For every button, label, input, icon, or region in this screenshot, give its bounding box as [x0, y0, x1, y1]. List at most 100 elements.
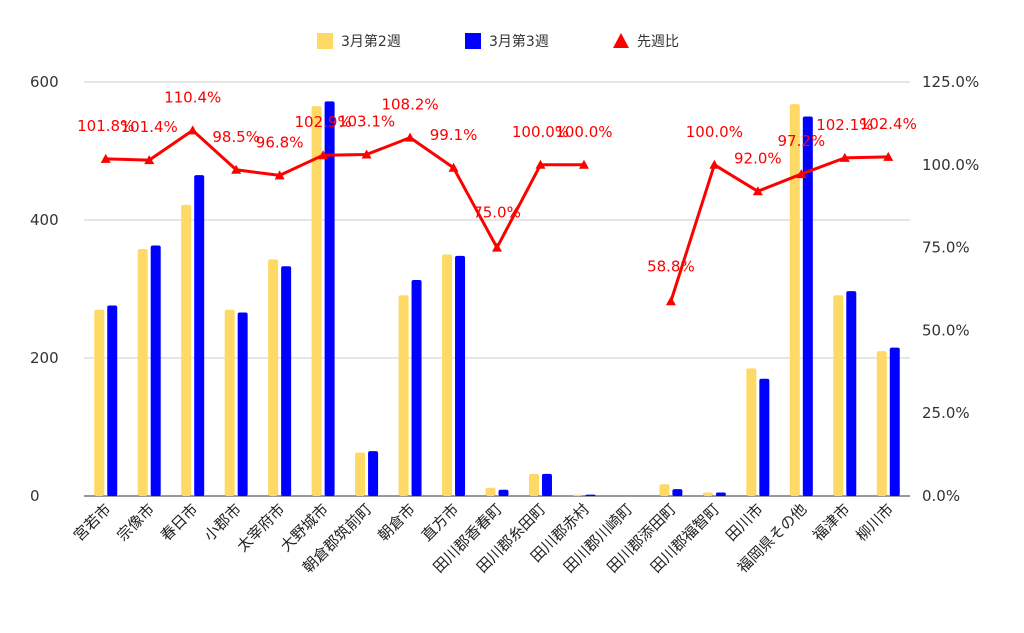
data-label: 58.8% [647, 257, 695, 275]
data-label: 96.8% [256, 133, 304, 151]
line-marker [578, 159, 589, 169]
bar [107, 305, 118, 496]
data-label: 98.5% [212, 128, 260, 146]
data-label: 103.1% [338, 113, 395, 131]
chart-legend: 3月第2週 3月第3週 先週比 [317, 33, 679, 50]
y-tick-label: 400 [30, 211, 59, 229]
bar [541, 473, 552, 496]
line-marker [752, 186, 763, 196]
line-path [669, 155, 889, 302]
data-label: 108.2% [381, 96, 438, 114]
bar [411, 280, 422, 496]
bar [181, 204, 192, 496]
y2-tick-label: 50.0% [922, 321, 970, 339]
bar [846, 291, 857, 496]
bar [889, 347, 900, 496]
bar [572, 494, 583, 496]
bar [224, 309, 235, 496]
line-marker [883, 151, 894, 161]
y-tick-label: 200 [30, 349, 59, 367]
line-marker [535, 159, 546, 169]
y2-tick-label: 75.0% [922, 239, 970, 257]
bar [715, 492, 726, 496]
line-marker [144, 155, 155, 165]
y2-tick-label: 100.0% [922, 156, 979, 174]
category-label: 朝倉市 [374, 500, 419, 545]
category-label: 柳川市 [853, 500, 898, 545]
data-label: 102.9% [295, 113, 352, 131]
line-marker [318, 150, 329, 160]
line-marker [448, 162, 459, 172]
line-marker [665, 296, 676, 306]
data-label: 75.0% [473, 204, 521, 222]
bar [485, 487, 496, 496]
data-label: 102.4% [860, 115, 917, 133]
bar [442, 254, 453, 496]
bar [194, 175, 205, 496]
axis-ticks: 0 200 400 600 0.0% 25.0% 50.0% 75.0% 100.0% 125.0… [30, 73, 979, 505]
bar [528, 473, 539, 496]
data-labels: 101.8%101.4% 110.4% 98.5%96.8% 102.9%103.1%… [77, 88, 917, 275]
bar [455, 255, 466, 496]
legend-label-series-2: 3月第3週 [489, 33, 549, 50]
line-marker [839, 152, 850, 162]
category-label: 春日市 [157, 500, 202, 545]
bar [355, 452, 366, 496]
legend-label-series-3: 先週比 [637, 34, 679, 50]
data-label: 101.8% [77, 117, 134, 135]
gridlines [84, 81, 910, 497]
line-marker [492, 242, 502, 252]
category-axis-labels: 宮若市宗像市春日市小郡市太宰府市大野城市朝倉郡筑前町朝倉市直方市田川郡香春町田川… [70, 500, 897, 576]
line-series [100, 125, 894, 306]
data-label: 99.1% [430, 126, 478, 144]
bar-series [94, 101, 900, 497]
data-label: 102.1% [816, 116, 873, 134]
bar [789, 104, 800, 496]
bar [368, 451, 379, 496]
line-path [105, 128, 584, 250]
bar [268, 259, 279, 496]
bar [672, 489, 683, 496]
bar [94, 309, 105, 496]
legend-marker-series-3 [613, 33, 629, 48]
bar [498, 489, 509, 496]
bar [398, 295, 409, 496]
bar [746, 368, 757, 496]
data-label: 100.0% [686, 123, 743, 141]
legend-swatch-series-1 [317, 33, 333, 49]
y-tick-label: 600 [30, 73, 59, 91]
data-label: 97.2% [777, 132, 825, 150]
bar [137, 248, 148, 496]
data-label: 110.4% [164, 88, 221, 106]
bar [876, 351, 887, 496]
line-marker [100, 153, 111, 163]
category-label: 宗像市 [113, 500, 158, 545]
line-marker [361, 149, 372, 159]
data-label: 101.4% [121, 118, 178, 136]
data-label: 100.0% [555, 123, 612, 141]
line-marker [796, 169, 807, 179]
line-marker [274, 170, 285, 180]
legend-label-series-1: 3月第2週 [341, 33, 401, 50]
category-label: 福津市 [809, 500, 854, 545]
y2-tick-label: 25.0% [922, 404, 970, 422]
y2-tick-label: 0.0% [922, 487, 960, 505]
bar [324, 101, 335, 496]
bar [281, 266, 292, 496]
legend-swatch-series-2 [465, 33, 481, 49]
category-label: 宮若市 [70, 500, 115, 545]
bar [702, 492, 713, 496]
y-tick-label: 0 [30, 487, 40, 505]
y2-tick-label: 125.0% [922, 73, 979, 91]
bar [311, 106, 322, 497]
bar [659, 484, 670, 496]
line-marker [187, 125, 198, 135]
line-marker [231, 164, 242, 174]
bar [585, 494, 596, 496]
bar [759, 378, 770, 496]
bar [802, 116, 813, 496]
data-label: 100.0% [512, 123, 569, 141]
bar [150, 245, 161, 496]
bar [833, 295, 844, 496]
